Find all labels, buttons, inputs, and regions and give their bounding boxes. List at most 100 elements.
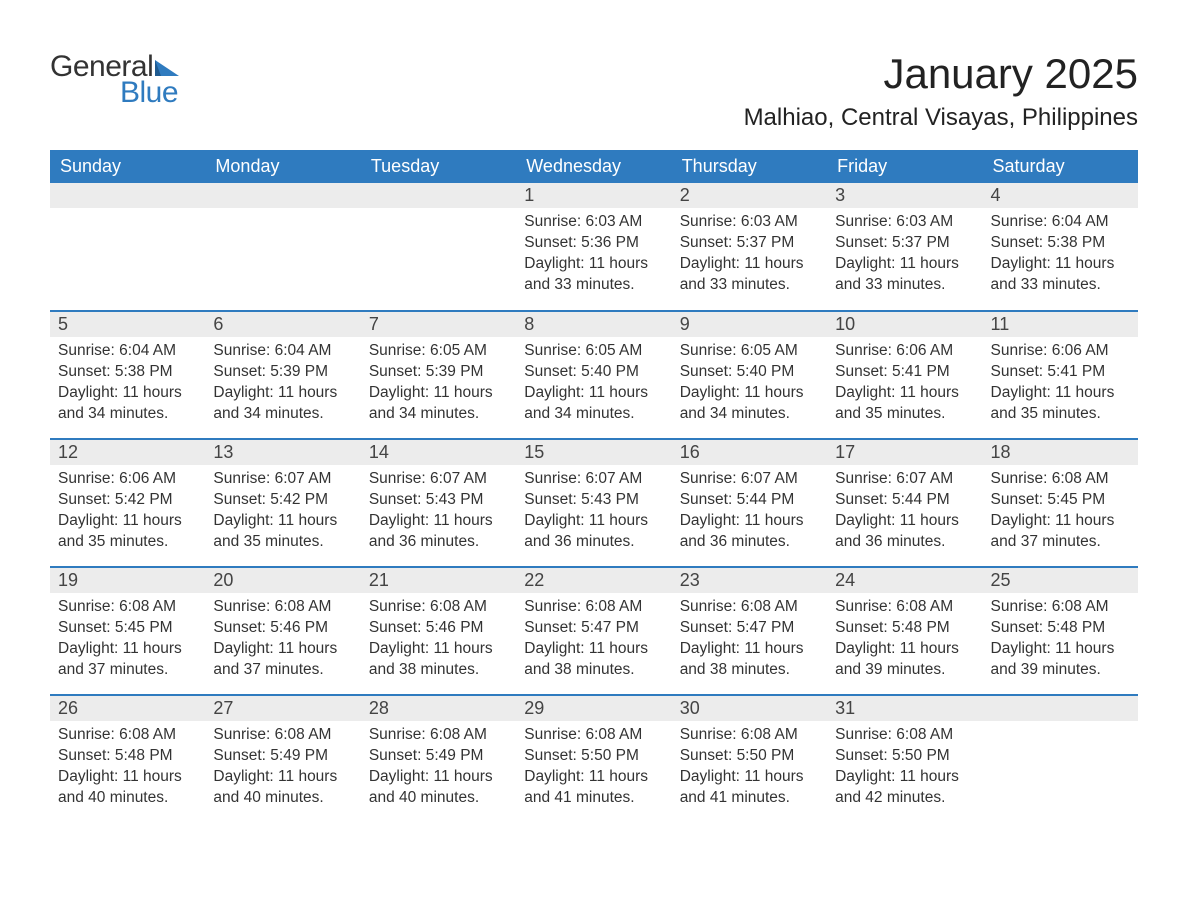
sunrise-label: Sunrise: — [835, 726, 896, 743]
sunset-value: 5:50 PM — [892, 747, 950, 764]
sunset-value: 5:48 PM — [115, 747, 173, 764]
day-number: 20 — [205, 568, 360, 593]
calendar-week-row: 5Sunrise: 6:04 AMSunset: 5:38 PMDaylight… — [50, 311, 1138, 439]
daylight-label: Daylight: — [213, 512, 278, 529]
day-number: 31 — [827, 696, 982, 721]
day-number: 17 — [827, 440, 982, 465]
day-number: 30 — [672, 696, 827, 721]
day-number: 14 — [361, 440, 516, 465]
daylight-label: Daylight: — [369, 768, 434, 785]
sunrise-label: Sunrise: — [680, 470, 741, 487]
sunrise-value: 6:08 AM — [741, 726, 798, 743]
sunrise-value: 6:07 AM — [430, 470, 487, 487]
sunset-label: Sunset: — [524, 234, 581, 251]
calendar-day-cell: 31Sunrise: 6:08 AMSunset: 5:50 PMDayligh… — [827, 695, 982, 823]
daylight-label: Daylight: — [835, 768, 900, 785]
calendar-day-cell: 15Sunrise: 6:07 AMSunset: 5:43 PMDayligh… — [516, 439, 671, 567]
sunset-value: 5:38 PM — [1047, 234, 1105, 251]
sunrise-value: 6:08 AM — [585, 726, 642, 743]
sunrise-label: Sunrise: — [835, 598, 896, 615]
sunrise-label: Sunrise: — [991, 598, 1052, 615]
sunrise-value: 6:08 AM — [119, 598, 176, 615]
day-number: 10 — [827, 312, 982, 337]
sunrise-label: Sunrise: — [58, 342, 119, 359]
daylight-label: Daylight: — [680, 384, 745, 401]
calendar-day-cell — [361, 183, 516, 311]
calendar-day-cell: 28Sunrise: 6:08 AMSunset: 5:49 PMDayligh… — [361, 695, 516, 823]
sunrise-label: Sunrise: — [58, 726, 119, 743]
calendar-day-cell: 4Sunrise: 6:04 AMSunset: 5:38 PMDaylight… — [983, 183, 1138, 311]
weekday-header: Friday — [827, 150, 982, 183]
weekday-header: Tuesday — [361, 150, 516, 183]
daylight-label: Daylight: — [680, 768, 745, 785]
daylight-label: Daylight: — [524, 255, 589, 272]
daylight-label: Daylight: — [680, 640, 745, 657]
day-details: Sunrise: 6:08 AMSunset: 5:50 PMDaylight:… — [516, 721, 671, 817]
calendar-day-cell: 5Sunrise: 6:04 AMSunset: 5:38 PMDaylight… — [50, 311, 205, 439]
daylight-label: Daylight: — [835, 384, 900, 401]
day-details: Sunrise: 6:07 AMSunset: 5:44 PMDaylight:… — [827, 465, 982, 561]
sunset-value: 5:42 PM — [115, 491, 173, 508]
weekday-header: Sunday — [50, 150, 205, 183]
sunset-label: Sunset: — [213, 491, 270, 508]
logo: General Blue — [50, 50, 179, 110]
day-details: Sunrise: 6:06 AMSunset: 5:41 PMDaylight:… — [827, 337, 982, 433]
sunrise-label: Sunrise: — [680, 598, 741, 615]
day-number: 27 — [205, 696, 360, 721]
calendar-day-cell: 6Sunrise: 6:04 AMSunset: 5:39 PMDaylight… — [205, 311, 360, 439]
sunrise-label: Sunrise: — [369, 342, 430, 359]
sunrise-label: Sunrise: — [213, 726, 274, 743]
sunset-label: Sunset: — [369, 747, 426, 764]
day-number — [361, 183, 516, 208]
calendar-day-cell: 10Sunrise: 6:06 AMSunset: 5:41 PMDayligh… — [827, 311, 982, 439]
day-details: Sunrise: 6:05 AMSunset: 5:39 PMDaylight:… — [361, 337, 516, 433]
daylight-label: Daylight: — [524, 512, 589, 529]
sunrise-value: 6:08 AM — [896, 726, 953, 743]
sunset-value: 5:44 PM — [892, 491, 950, 508]
sunset-label: Sunset: — [991, 234, 1048, 251]
sunset-value: 5:45 PM — [115, 619, 173, 636]
day-details: Sunrise: 6:04 AMSunset: 5:38 PMDaylight:… — [983, 208, 1138, 304]
day-details: Sunrise: 6:06 AMSunset: 5:41 PMDaylight:… — [983, 337, 1138, 433]
calendar-day-cell: 16Sunrise: 6:07 AMSunset: 5:44 PMDayligh… — [672, 439, 827, 567]
daylight-label: Daylight: — [835, 255, 900, 272]
sunrise-label: Sunrise: — [213, 342, 274, 359]
sunrise-label: Sunrise: — [680, 213, 741, 230]
calendar-day-cell: 3Sunrise: 6:03 AMSunset: 5:37 PMDaylight… — [827, 183, 982, 311]
sunset-value: 5:49 PM — [426, 747, 484, 764]
sunset-label: Sunset: — [58, 747, 115, 764]
sunset-value: 5:45 PM — [1047, 491, 1105, 508]
day-number: 19 — [50, 568, 205, 593]
sunset-label: Sunset: — [213, 363, 270, 380]
sunrise-label: Sunrise: — [58, 470, 119, 487]
sunrise-label: Sunrise: — [369, 598, 430, 615]
daylight-label: Daylight: — [680, 512, 745, 529]
sunset-value: 5:50 PM — [581, 747, 639, 764]
calendar-day-cell: 17Sunrise: 6:07 AMSunset: 5:44 PMDayligh… — [827, 439, 982, 567]
sunrise-label: Sunrise: — [524, 470, 585, 487]
day-details: Sunrise: 6:05 AMSunset: 5:40 PMDaylight:… — [516, 337, 671, 433]
day-details: Sunrise: 6:08 AMSunset: 5:46 PMDaylight:… — [361, 593, 516, 689]
sunrise-value: 6:07 AM — [585, 470, 642, 487]
sunset-label: Sunset: — [680, 363, 737, 380]
sunset-label: Sunset: — [835, 363, 892, 380]
sunset-label: Sunset: — [369, 491, 426, 508]
sunrise-value: 6:08 AM — [896, 598, 953, 615]
day-number: 8 — [516, 312, 671, 337]
sunset-value: 5:43 PM — [581, 491, 639, 508]
daylight-label: Daylight: — [58, 512, 123, 529]
sunset-value: 5:40 PM — [737, 363, 795, 380]
sunset-label: Sunset: — [524, 619, 581, 636]
sunrise-value: 6:05 AM — [585, 342, 642, 359]
sunrise-value: 6:07 AM — [896, 470, 953, 487]
sunset-label: Sunset: — [680, 491, 737, 508]
day-number: 21 — [361, 568, 516, 593]
sunrise-value: 6:08 AM — [1052, 470, 1109, 487]
sunrise-label: Sunrise: — [524, 598, 585, 615]
weekday-header: Monday — [205, 150, 360, 183]
location: Malhiao, Central Visayas, Philippines — [744, 104, 1138, 132]
sunset-label: Sunset: — [680, 747, 737, 764]
sunset-label: Sunset: — [835, 619, 892, 636]
day-details: Sunrise: 6:08 AMSunset: 5:48 PMDaylight:… — [827, 593, 982, 689]
calendar-day-cell: 18Sunrise: 6:08 AMSunset: 5:45 PMDayligh… — [983, 439, 1138, 567]
